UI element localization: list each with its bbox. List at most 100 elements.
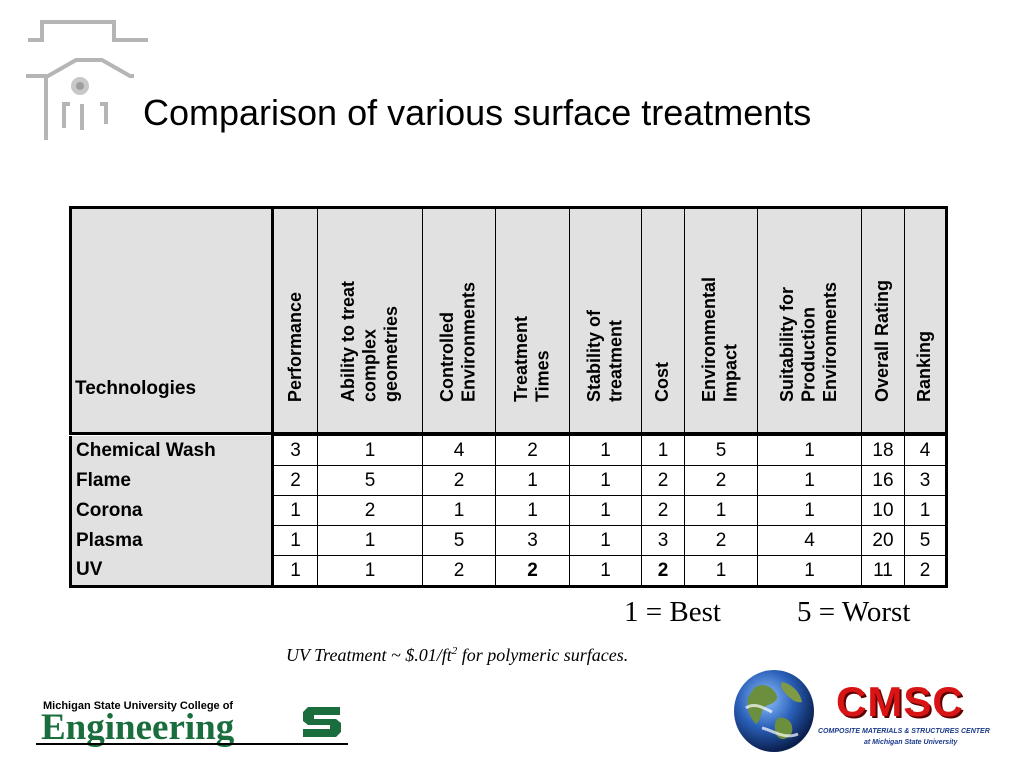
technology-name: Corona [69,495,274,526]
rating-cell: 1 [569,525,642,556]
rating-cell: 1 [317,555,423,588]
column-header-line: Treatment [510,315,531,402]
column-header-label: Suitability for Production Environments [758,282,861,402]
rating-cell: 2 [684,465,758,496]
column-header-text: Environmental Impact [699,277,742,402]
column-header-label: Overall Rating [862,280,904,402]
column-header-line: treatment [605,319,626,402]
table-row: Corona 1 2 1 1 1 2 1 1 10 1 [69,495,948,526]
technology-name: Flame [69,465,274,496]
column-header: Treatment Times [495,206,570,434]
rating-cell: 2 [422,555,496,588]
rating-cell: 3 [272,435,318,466]
table-row: UV 1 1 2 2 1 2 1 1 11 2 [69,555,948,588]
rating-cell: 1 [757,495,862,526]
legend-best: 1 = Best [624,596,721,628]
cmsc-university: at Michigan State University [864,739,958,746]
rating-cell: 1 [684,555,758,588]
cmsc-logo-text: CMSC [836,678,964,725]
column-header-label: Performance [274,292,317,402]
rating-cell: 5 [317,465,423,496]
column-header-line: Environmental [699,276,720,402]
rating-cell: 1 [569,465,642,496]
column-header-text: Overall Rating [872,280,894,402]
column-header-line: Controlled [437,312,458,402]
cmsc-center-name: COMPOSITE MATERIALS & STRUCTURES CENTER [818,728,990,735]
rating-cell: 1 [317,525,423,556]
rating-cell: 2 [641,555,685,588]
rating-cell: 2 [422,465,496,496]
column-header-line: Cost [652,362,673,402]
column-header: Stability of treatment [569,206,642,434]
column-header-label: Stability of treatment [570,310,641,402]
rating-cell: 2 [317,495,423,526]
column-header-line: geometries [380,305,401,402]
msu-engineering-wordmark: Engineering [41,707,235,748]
column-header-text: Suitability for Production Environments [777,282,842,402]
rating-cell: 2 [904,555,948,588]
cost-note-superscript: 2 [451,645,458,657]
column-header-label: Treatment Times [496,316,569,402]
rating-cell: 18 [861,435,905,466]
rating-cell: 1 [569,555,642,588]
building-outline-icon [26,20,148,140]
rating-cell: 1 [569,495,642,526]
column-header: Cost [641,206,685,434]
column-header-line: Ranking [914,330,935,402]
rating-cell: 1 [757,465,862,496]
rating-cell: 1 [272,555,318,588]
rating-cell: 1 [684,495,758,526]
column-header-line: Stability of [583,309,604,402]
table-body: Chemical Wash 3 1 4 2 1 1 5 1 18 4 Flame 2 5 2 1 1 2 2 1 16 3… [69,432,948,588]
column-header: Suitability for Production Environments [757,206,862,434]
rating-cell: 16 [861,465,905,496]
rating-cell: 5 [904,525,948,556]
rating-cell: 2 [684,525,758,556]
column-header: Ranking [904,206,948,434]
rating-cell: 1 [904,495,948,526]
rating-cell: 1 [272,495,318,526]
column-header-line: Impact [721,343,741,402]
column-header-label: Ability to treat complex geometries [318,281,422,402]
column-header: Ability to treat complex geometries [317,206,423,434]
cost-note-text: UV Treatment ~ $.01/ft [286,645,452,665]
rating-cell: 3 [641,525,685,556]
page-title: Comparison of various surface treatments [143,92,812,133]
column-header-text: Cost [652,362,674,402]
rating-cell: 2 [495,435,570,466]
column-header-text: Controlled Environments [437,282,480,402]
column-header-line: Production [798,307,819,402]
column-header-label: Ranking [905,331,945,402]
column-header-label: Controlled Environments [423,282,495,402]
table-row: Flame 2 5 2 1 1 2 2 1 16 3 [69,465,948,496]
table-row: Plasma 1 1 5 3 1 3 2 4 20 5 [69,525,948,556]
rating-cell: 1 [641,435,685,466]
comparison-table: Technologies Performance Ability to treat… [69,206,948,588]
column-header: Overall Rating [861,206,905,434]
column-header-label: Cost [642,362,684,402]
column-header-text: Performance [285,292,307,402]
technology-name: Plasma [69,525,274,556]
table-row: Chemical Wash 3 1 4 2 1 1 5 1 18 4 [69,435,948,466]
rating-cell: 1 [495,465,570,496]
rating-cell: 20 [861,525,905,556]
column-header-text: Stability of treatment [584,310,627,402]
column-header-text: Treatment Times [511,316,554,402]
column-header: Controlled Environments [422,206,496,434]
rating-cell: 3 [495,525,570,556]
rating-cell: 2 [641,465,685,496]
rating-cell: 2 [272,465,318,496]
rating-cell: 1 [272,525,318,556]
rating-cell: 1 [422,495,496,526]
column-header-text: Ranking [914,331,936,402]
rating-cell: 5 [684,435,758,466]
cost-note: UV Treatment ~ $.01/ft2 for polymeric su… [286,645,628,666]
rating-cell: 1 [569,435,642,466]
rating-cell: 1 [757,435,862,466]
rating-cell: 4 [422,435,496,466]
rating-cell: 4 [904,435,948,466]
column-header: Environmental Impact [684,206,758,434]
column-header-text: Ability to treat complex geometries [338,281,403,402]
rating-cell: 10 [861,495,905,526]
rating-cell: 5 [422,525,496,556]
